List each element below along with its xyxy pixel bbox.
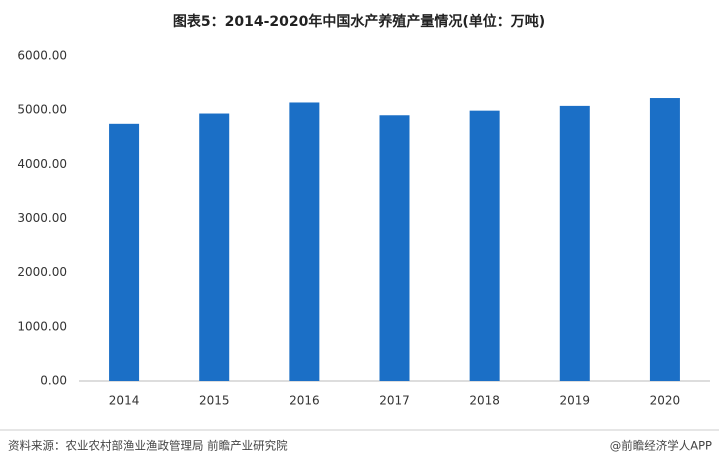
y-tick-label: 2000.00 bbox=[17, 265, 67, 279]
bar bbox=[559, 105, 590, 381]
y-tick-label: 4000.00 bbox=[17, 157, 67, 171]
bar bbox=[289, 102, 320, 381]
bar bbox=[649, 98, 680, 382]
x-tick-label: 2016 bbox=[289, 394, 320, 408]
y-tick-label: 1000.00 bbox=[17, 319, 67, 333]
bar bbox=[379, 115, 410, 381]
y-tick-label: 3000.00 bbox=[17, 211, 67, 225]
y-tick-label: 6000.00 bbox=[17, 49, 67, 63]
source: 资料来源：农业农村部渔业渔政管理局 前瞻产业研究院 bbox=[8, 439, 288, 453]
y-tick-label: 5000.00 bbox=[17, 103, 67, 117]
x-tick-label: 2018 bbox=[469, 394, 500, 408]
bar bbox=[469, 110, 500, 381]
chart-title: 图表5：2014-2020年中国水产养殖产量情况(单位：万吨) bbox=[173, 13, 545, 30]
bar bbox=[109, 123, 140, 382]
x-tick-label: 2017 bbox=[379, 394, 410, 408]
y-tick-label: 0.00 bbox=[40, 374, 67, 388]
brand: @前瞻经济学人APP bbox=[610, 439, 712, 453]
bar bbox=[199, 113, 230, 382]
x-tick-label: 2019 bbox=[560, 394, 591, 408]
x-tick-label: 2020 bbox=[650, 394, 681, 408]
x-tick-label: 2015 bbox=[199, 394, 230, 408]
x-tick-label: 2014 bbox=[109, 394, 140, 408]
